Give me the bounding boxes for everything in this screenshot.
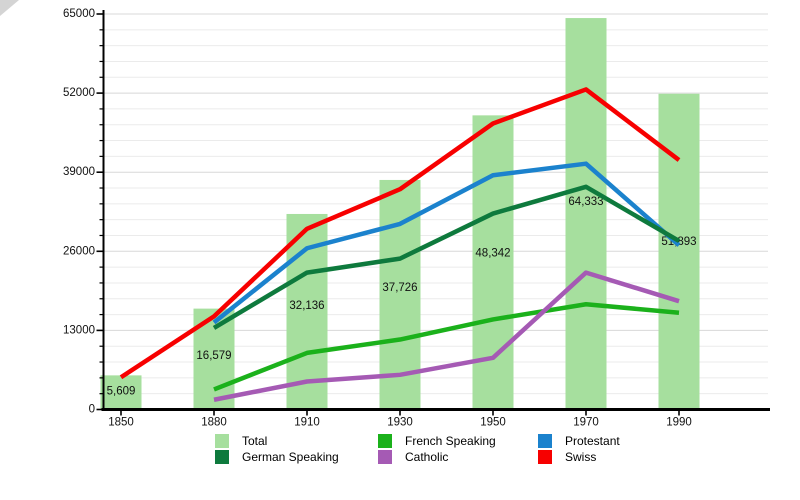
y-tick-label: 65000 xyxy=(63,8,95,20)
y-tick-label: 39000 xyxy=(63,166,95,178)
bar-label-1950: 48,342 xyxy=(475,248,510,260)
y-tick-label: 26000 xyxy=(63,245,95,257)
corner-fold-artifact xyxy=(0,0,19,16)
legend-item-german-speaking: German Speaking xyxy=(215,450,339,464)
x-tick-label: 1880 xyxy=(201,417,227,429)
bar-label-1910: 32,136 xyxy=(289,300,324,312)
legend-item-swiss: Swiss xyxy=(538,450,596,464)
legend-swatch-protestant xyxy=(538,434,552,448)
line-swiss xyxy=(119,87,681,380)
y-tick-label: 0 xyxy=(89,404,95,416)
y-tick-label: 52000 xyxy=(63,87,95,99)
line-protestant xyxy=(212,161,681,325)
legend-swatch-swiss xyxy=(538,450,552,464)
x-tick-label: 1990 xyxy=(666,417,692,429)
legend-label: French Speaking xyxy=(405,434,496,448)
bar-1850 xyxy=(100,375,142,409)
bar-label-1970: 64,333 xyxy=(568,196,603,208)
bar-1970 xyxy=(565,18,607,409)
legend-swatch-catholic xyxy=(378,450,392,464)
legend-label: Swiss xyxy=(565,450,597,464)
legend-label: Protestant xyxy=(565,434,620,448)
x-tick-label: 1850 xyxy=(108,417,134,429)
x-tick-label: 1950 xyxy=(480,417,506,429)
x-tick-label: 1910 xyxy=(294,417,320,429)
line-catholic xyxy=(213,270,680,402)
bar-label-1930: 37,726 xyxy=(382,282,417,294)
legend-label: German Speaking xyxy=(242,450,339,464)
legend-item-catholic: Catholic xyxy=(378,450,448,464)
line-french-speaking xyxy=(213,301,680,392)
bar-label-1850: 5,609 xyxy=(107,385,136,397)
legend-swatch-french-speaking xyxy=(378,434,392,448)
legend-item-total: Total xyxy=(215,434,267,448)
legend-label: Total xyxy=(242,434,268,448)
chart-plot-area: 5,60916,57932,13637,72648,34264,33351,89… xyxy=(63,8,770,429)
legend-item-protestant: Protestant xyxy=(538,434,620,448)
bar-label-1880: 16,579 xyxy=(196,350,231,362)
y-tick-label: 13000 xyxy=(63,324,95,336)
legend-swatch-total xyxy=(215,434,229,448)
x-tick-label: 1970 xyxy=(573,417,599,429)
x-tick-label: 1930 xyxy=(387,417,413,429)
bar-1990 xyxy=(658,93,700,410)
legend-item-french-speaking: French Speaking xyxy=(378,434,496,448)
legend-swatch-german-speaking xyxy=(215,450,229,464)
line-german-speaking xyxy=(212,184,681,330)
legend-label: Catholic xyxy=(405,450,449,464)
